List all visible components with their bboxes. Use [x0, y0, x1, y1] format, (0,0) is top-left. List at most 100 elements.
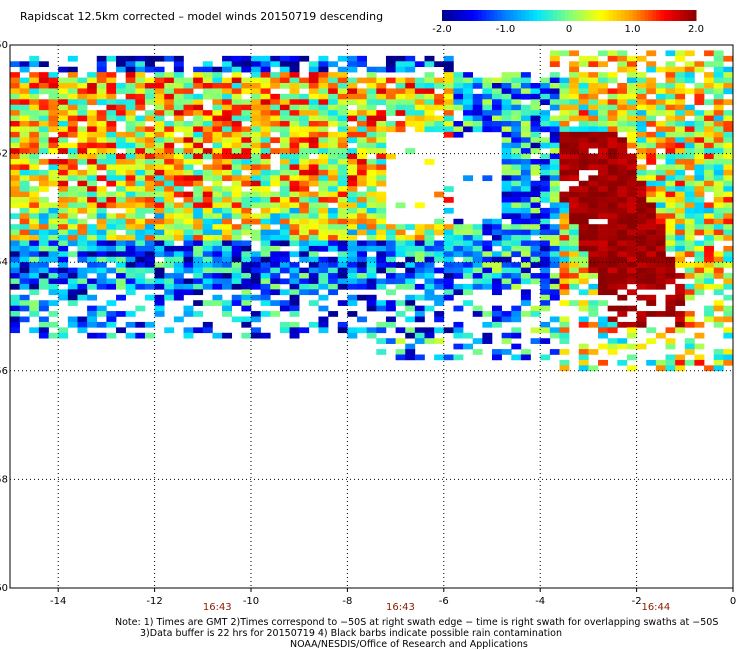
heatmap-cell	[704, 88, 715, 95]
heatmap-cell	[684, 50, 695, 57]
heatmap-cell	[29, 126, 40, 133]
heatmap-cell	[443, 229, 454, 236]
heatmap-cell	[19, 99, 30, 106]
heatmap-cell	[202, 153, 213, 160]
heatmap-cell	[540, 169, 551, 176]
heatmap-cell	[260, 55, 271, 62]
heatmap-cell	[713, 180, 724, 187]
heatmap-cell	[434, 115, 445, 122]
heatmap-cell	[376, 191, 387, 198]
heatmap-cell	[530, 202, 541, 209]
heatmap-cell	[366, 83, 377, 89]
heatmap-cell	[77, 93, 88, 100]
heatmap-cell	[125, 251, 136, 258]
heatmap-cell	[598, 273, 608, 279]
heatmap-cell	[626, 218, 637, 225]
heatmap-cell	[376, 300, 387, 306]
heatmap-cell	[260, 110, 271, 116]
heatmap-cell	[694, 159, 705, 165]
heatmap-cell	[636, 186, 647, 192]
heatmap-cell	[299, 148, 310, 154]
heatmap-cell	[231, 240, 242, 247]
heatmap-cell	[116, 294, 126, 301]
heatmap-cell	[193, 235, 204, 241]
heatmap-cell	[270, 77, 281, 84]
heatmap-cell	[646, 262, 657, 268]
heatmap-cell	[29, 256, 40, 263]
heatmap-cell	[212, 213, 223, 220]
heatmap-cell	[337, 267, 348, 274]
heatmap-cell	[569, 240, 580, 247]
heatmap-cell	[424, 294, 435, 301]
heatmap-cell	[569, 186, 580, 192]
heatmap-cell	[96, 72, 107, 78]
heatmap-cell	[665, 83, 676, 89]
heatmap-cell	[96, 240, 107, 247]
heatmap-cell	[636, 83, 647, 89]
heatmap-cell	[125, 77, 136, 84]
heatmap-cell	[87, 207, 98, 214]
heatmap-cell	[212, 159, 223, 165]
heatmap-cell	[366, 300, 377, 306]
heatmap-cell	[376, 207, 387, 214]
heatmap-cell	[549, 72, 560, 78]
heatmap-cell	[241, 159, 252, 165]
heatmap-cell	[511, 283, 522, 290]
heatmap-cell	[655, 126, 666, 133]
heatmap-cell	[704, 229, 715, 236]
heatmap-cell	[704, 278, 715, 285]
heatmap-cell	[385, 88, 396, 95]
colorbar-segment	[660, 10, 665, 21]
heatmap-cell	[289, 72, 300, 78]
heatmap-cell	[617, 343, 628, 350]
heatmap-cell	[366, 104, 377, 111]
heatmap-cell	[164, 55, 175, 62]
heatmap-cell	[357, 159, 367, 165]
heatmap-cell	[520, 267, 531, 274]
heatmap-cell	[241, 273, 252, 279]
heatmap-cell	[646, 169, 657, 176]
heatmap-cell	[144, 240, 155, 247]
colorbar-segment	[549, 10, 554, 21]
heatmap-cell	[308, 229, 319, 236]
heatmap-cell	[549, 55, 560, 62]
heatmap-cell	[694, 354, 705, 361]
heatmap-cell	[366, 131, 377, 138]
heatmap-cell	[48, 180, 59, 187]
heatmap-cell	[684, 273, 695, 279]
heatmap-cell	[520, 197, 531, 203]
heatmap-cell	[260, 289, 271, 296]
heatmap-cell	[318, 207, 329, 214]
heatmap-cell	[540, 283, 551, 290]
heatmap-cell	[578, 354, 589, 361]
heatmap-cell	[29, 273, 40, 279]
heatmap-cell	[540, 213, 551, 220]
heatmap-cell	[202, 110, 213, 116]
heatmap-cell	[193, 207, 204, 214]
heatmap-cell	[405, 278, 416, 285]
heatmap-cell	[414, 61, 425, 68]
heatmap-cell	[704, 164, 715, 171]
heatmap-cell	[193, 126, 204, 133]
heatmap-cell	[337, 104, 348, 111]
heatmap-cell	[347, 332, 358, 339]
heatmap-cell	[328, 142, 339, 149]
heatmap-cell	[337, 186, 348, 192]
heatmap-cell	[116, 153, 126, 160]
heatmap-cell	[10, 61, 20, 68]
heatmap-cell	[366, 175, 377, 182]
heatmap-cell	[251, 294, 261, 301]
heatmap-cell	[96, 321, 107, 328]
heatmap-cell	[289, 164, 300, 171]
heatmap-cell	[405, 148, 416, 154]
heatmap-cell	[279, 110, 290, 116]
heatmap-cell	[520, 191, 531, 198]
heatmap-cell	[347, 229, 358, 236]
heatmap-cell	[193, 197, 204, 203]
heatmap-cell	[453, 77, 464, 84]
heatmap-cell	[511, 99, 522, 106]
heatmap-cell	[241, 251, 252, 258]
heatmap-cell	[212, 251, 223, 258]
heatmap-cell	[617, 245, 628, 252]
heatmap-cell	[655, 311, 666, 317]
